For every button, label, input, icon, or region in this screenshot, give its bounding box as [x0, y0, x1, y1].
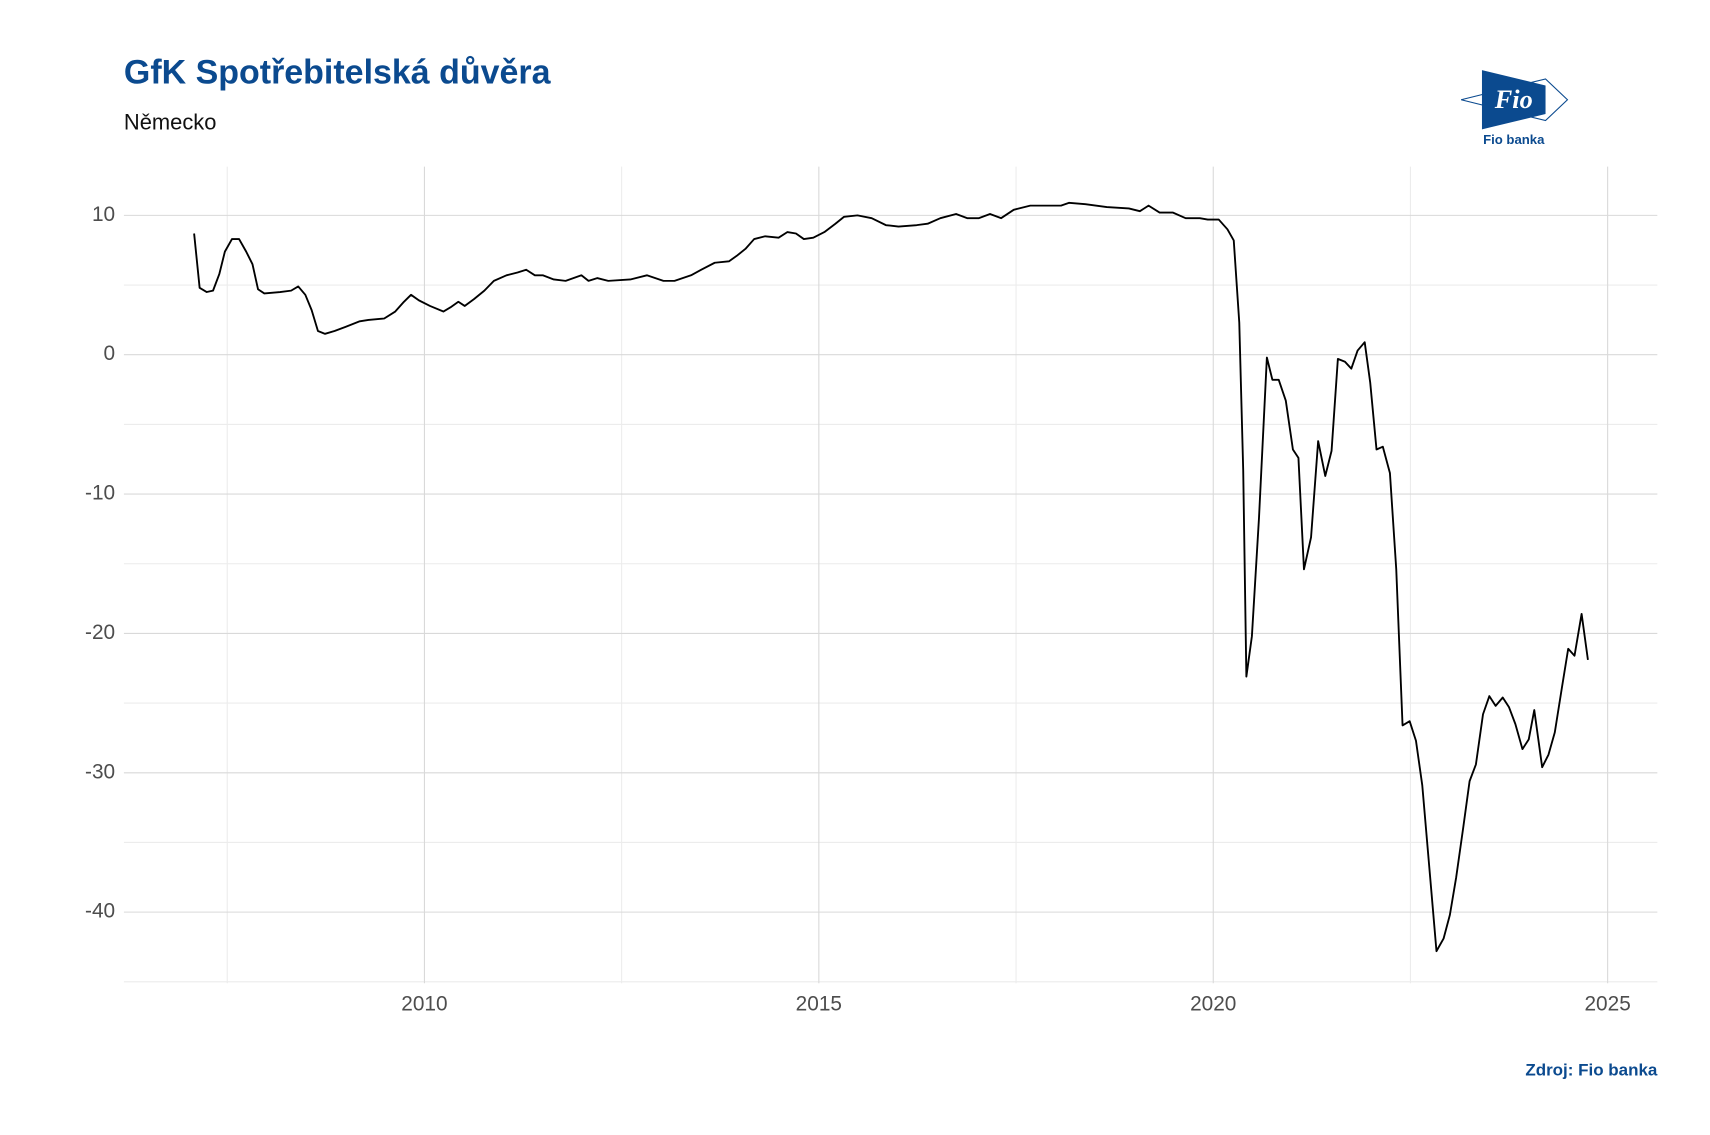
- logo: Fio Fio banka: [1461, 70, 1569, 147]
- x-tick-label: 2025: [1584, 993, 1630, 1016]
- source-note: Zdroj: Fio banka: [1525, 1060, 1658, 1079]
- logo-name: Fio banka: [1483, 132, 1545, 147]
- chart-subtitle: Německo: [124, 110, 217, 135]
- x-tick-label: 2015: [796, 993, 842, 1016]
- y-tick-label: -40: [85, 900, 115, 923]
- logo-flag: [1481, 70, 1546, 130]
- data-line: [193, 201, 1589, 953]
- y-tick-label: 10: [92, 203, 115, 226]
- logo-mark: Fio: [1494, 85, 1533, 114]
- y-tick-label: -20: [85, 621, 115, 644]
- chart-title: GfK Spotřebitelská důvěra: [124, 54, 552, 92]
- x-tick-label: 2020: [1190, 993, 1236, 1016]
- y-tick-label: -10: [85, 482, 115, 505]
- y-tick-label: -30: [85, 760, 115, 783]
- x-tick-label: 2010: [401, 993, 447, 1016]
- y-tick-label: 0: [104, 342, 116, 365]
